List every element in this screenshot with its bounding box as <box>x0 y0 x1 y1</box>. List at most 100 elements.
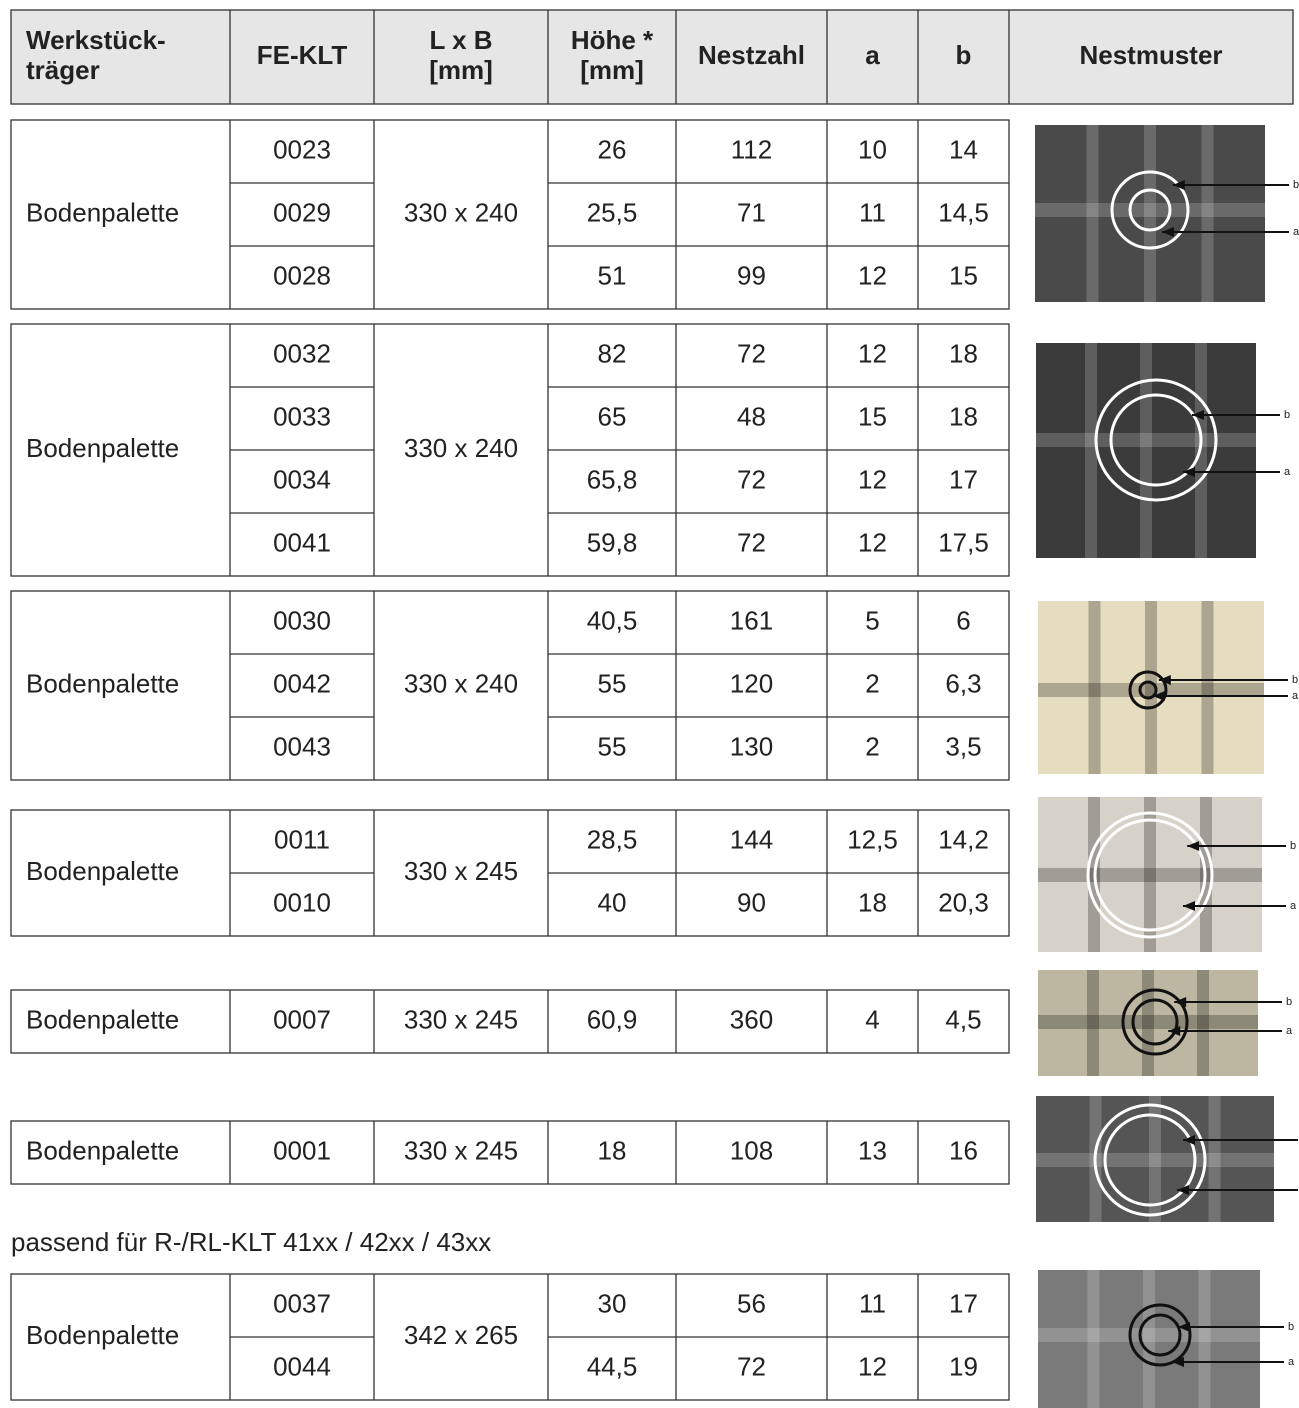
nest-photo <box>1038 601 1264 774</box>
photo-rib <box>1198 1270 1211 1408</box>
table-cell: 6,3 <box>945 668 981 698</box>
nest-circle-b <box>1128 670 1168 710</box>
header-row <box>10 9 1294 105</box>
photo-rib <box>1038 1015 1258 1029</box>
photo-rib <box>1036 433 1256 447</box>
carrier-label: Bodenpalette <box>26 668 179 698</box>
table-cell: 144 <box>730 824 773 854</box>
size-cell: 330 x 245 <box>404 1004 518 1034</box>
nest-circle-a <box>1138 680 1158 700</box>
header-cell: FE-KLT <box>257 40 348 70</box>
photo-rib <box>1086 125 1099 302</box>
photo-label: a <box>1284 466 1291 478</box>
table-cell: 0034 <box>273 464 331 494</box>
table-cell: 17,5 <box>938 527 989 557</box>
table-cell: 18 <box>949 338 978 368</box>
table-cell: 12 <box>858 527 887 557</box>
nest-photo <box>1038 970 1258 1076</box>
table-cell: 56 <box>737 1288 766 1318</box>
photo-rib <box>1085 343 1097 558</box>
photo-arrowhead <box>1183 901 1195 911</box>
size-cell: 330 x 245 <box>404 856 518 886</box>
table-cell: 90 <box>737 887 766 917</box>
nest-circle-a <box>1131 998 1179 1046</box>
header-cell: Nestzahl <box>698 40 805 70</box>
table-cell: 20,3 <box>938 887 989 917</box>
table-cell: 0011 <box>274 824 330 854</box>
photo-label: a <box>1290 900 1297 912</box>
photo-arrowhead <box>1162 227 1174 237</box>
table-cell: 0010 <box>273 887 331 917</box>
photo-arrowhead <box>1183 1135 1195 1145</box>
table-group <box>10 1120 1010 1185</box>
header-cell: Werkstück- <box>26 25 166 55</box>
nest-circle-b <box>1086 811 1214 939</box>
photo-rib <box>1035 203 1265 217</box>
header-cell: Höhe * <box>571 25 654 55</box>
photo-label: b <box>1288 1321 1294 1333</box>
table-cell: 120 <box>730 668 773 698</box>
table-cell: 59,8 <box>587 527 638 557</box>
table-group <box>10 119 1010 310</box>
table-cell: 161 <box>730 605 773 635</box>
nest-photo <box>1036 1096 1274 1222</box>
table-cell: 0028 <box>273 260 331 290</box>
nest-circle-b <box>1094 378 1218 502</box>
table-cell: 18 <box>858 887 887 917</box>
table-cell: 13 <box>858 1135 887 1165</box>
size-cell: 330 x 245 <box>404 1135 518 1165</box>
table-cell: 17 <box>949 1288 978 1318</box>
header-cell: b <box>956 40 972 70</box>
header-cell: Nestmuster <box>1079 40 1222 70</box>
nest-circle-b <box>1093 1103 1207 1217</box>
photo-rib <box>1087 1270 1100 1408</box>
photo-label: b <box>1286 996 1292 1008</box>
table-cell: 72 <box>737 338 766 368</box>
table-cell: 0044 <box>273 1351 331 1381</box>
photo-arrowhead <box>1168 1026 1181 1036</box>
size-cell: 330 x 240 <box>404 433 518 463</box>
nest-circle-b <box>1128 1303 1192 1367</box>
nest-photo <box>1038 1270 1260 1408</box>
table-cell: 12 <box>858 1351 887 1381</box>
carrier-label: Bodenpalette <box>26 197 179 227</box>
table-cell: 12 <box>858 260 887 290</box>
photo-rib <box>1144 797 1156 952</box>
table-cell: 14,2 <box>938 824 989 854</box>
photo-arrowhead <box>1192 410 1204 420</box>
table-cell: 0032 <box>273 338 331 368</box>
photo-rib <box>1036 1153 1274 1167</box>
table-cell: 0041 <box>273 527 331 557</box>
photo-label: a <box>1293 226 1299 238</box>
photo-rib <box>1140 343 1152 558</box>
photo-label: a <box>1292 690 1299 702</box>
table-cell: 12 <box>858 464 887 494</box>
table-group <box>10 590 1010 781</box>
carrier-label: Bodenpalette <box>26 856 179 886</box>
table-cell: 3,5 <box>945 731 981 761</box>
photo-rib <box>1197 970 1209 1076</box>
table-cell: 40 <box>598 887 627 917</box>
table-cell: 0042 <box>273 668 331 698</box>
table-cell: 360 <box>730 1004 773 1034</box>
table-cell: 16 <box>949 1135 978 1165</box>
header-cell: a <box>865 40 880 70</box>
table-cell: 14,5 <box>938 197 989 227</box>
table-cell: 48 <box>737 401 766 431</box>
photo-arrowhead <box>1178 1322 1190 1332</box>
table-cell: 55 <box>598 668 627 698</box>
photo-arrowhead <box>1172 180 1185 190</box>
carrier-label: Bodenpalette <box>26 1320 179 1350</box>
carrier-label: Bodenpalette <box>26 433 179 463</box>
size-cell: 342 x 265 <box>404 1320 518 1350</box>
nest-circle-a <box>1103 1113 1197 1207</box>
size-cell: 330 x 240 <box>404 668 518 698</box>
photo-label: b <box>1290 840 1296 852</box>
photo-rib <box>1088 601 1101 774</box>
table-cell: 0037 <box>273 1288 331 1318</box>
table-cell: 55 <box>598 731 627 761</box>
carrier-label: Bodenpalette <box>26 1135 179 1165</box>
photo-rib <box>1201 125 1214 302</box>
photo-rib <box>1149 1096 1161 1222</box>
note: passend für R-/RL-KLT 41xx / 42xx / 43xx <box>11 1227 491 1257</box>
